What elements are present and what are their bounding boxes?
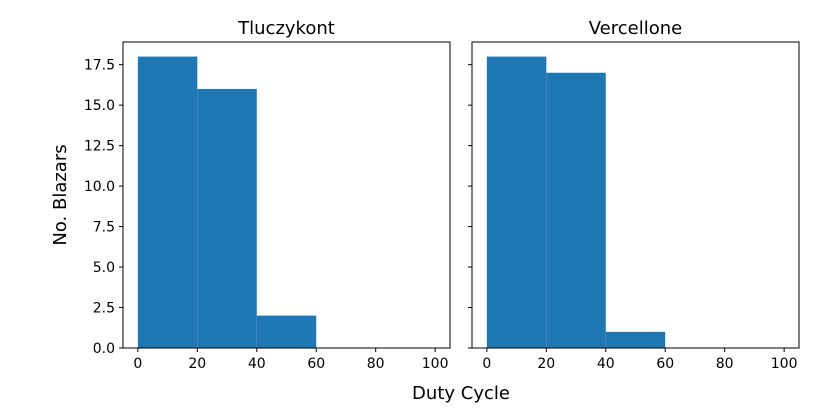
y-tick-label: 17.5 — [84, 58, 115, 74]
panel-vercellone: Vercellone 0 20 40 60 80 100 — [468, 18, 800, 372]
y-axis-label: No. Blazars — [50, 144, 71, 245]
x-tick-label: 0 — [482, 356, 491, 372]
x-tick-label: 60 — [307, 356, 325, 372]
x-tick-label: 100 — [771, 356, 798, 372]
axes-frame — [122, 41, 451, 349]
y-tick-label: 2.5 — [93, 301, 115, 317]
histogram-bar — [486, 56, 547, 348]
histogram-bar — [546, 72, 606, 348]
y-tick-label: 15.0 — [84, 98, 115, 114]
x-tick-label: 40 — [597, 356, 615, 372]
histogram-bar — [197, 88, 257, 348]
x-tick-label: 0 — [133, 356, 142, 372]
x-tick-label: 20 — [188, 356, 206, 372]
x-tick-label: 20 — [537, 356, 555, 372]
panel-title: Vercellone — [589, 18, 682, 39]
y-tick-label: 7.5 — [93, 220, 115, 236]
x-axis-label: Duty Cycle — [412, 383, 510, 404]
histogram-bar — [137, 56, 198, 348]
x-tick-label: 80 — [716, 356, 734, 372]
x-tick-label: 100 — [422, 356, 449, 372]
x-tick-label: 40 — [248, 356, 266, 372]
x-tick-label: 80 — [367, 356, 385, 372]
x-tick-label: 60 — [656, 356, 674, 372]
panel-tluczykont: Tluczykont 0 20 40 60 80 100 0.0 2.5 5.0 7.5 10.0 1… — [84, 18, 451, 372]
y-tick-label: 0.0 — [93, 341, 115, 357]
histogram-bar — [256, 315, 317, 348]
panel-title: Tluczykont — [237, 18, 335, 39]
y-tick-label: 5.0 — [93, 260, 115, 276]
y-tick-label: 12.5 — [84, 139, 115, 155]
axes-frame — [471, 41, 800, 349]
histogram-bar — [605, 331, 666, 348]
y-tick-label: 10.0 — [84, 179, 115, 195]
